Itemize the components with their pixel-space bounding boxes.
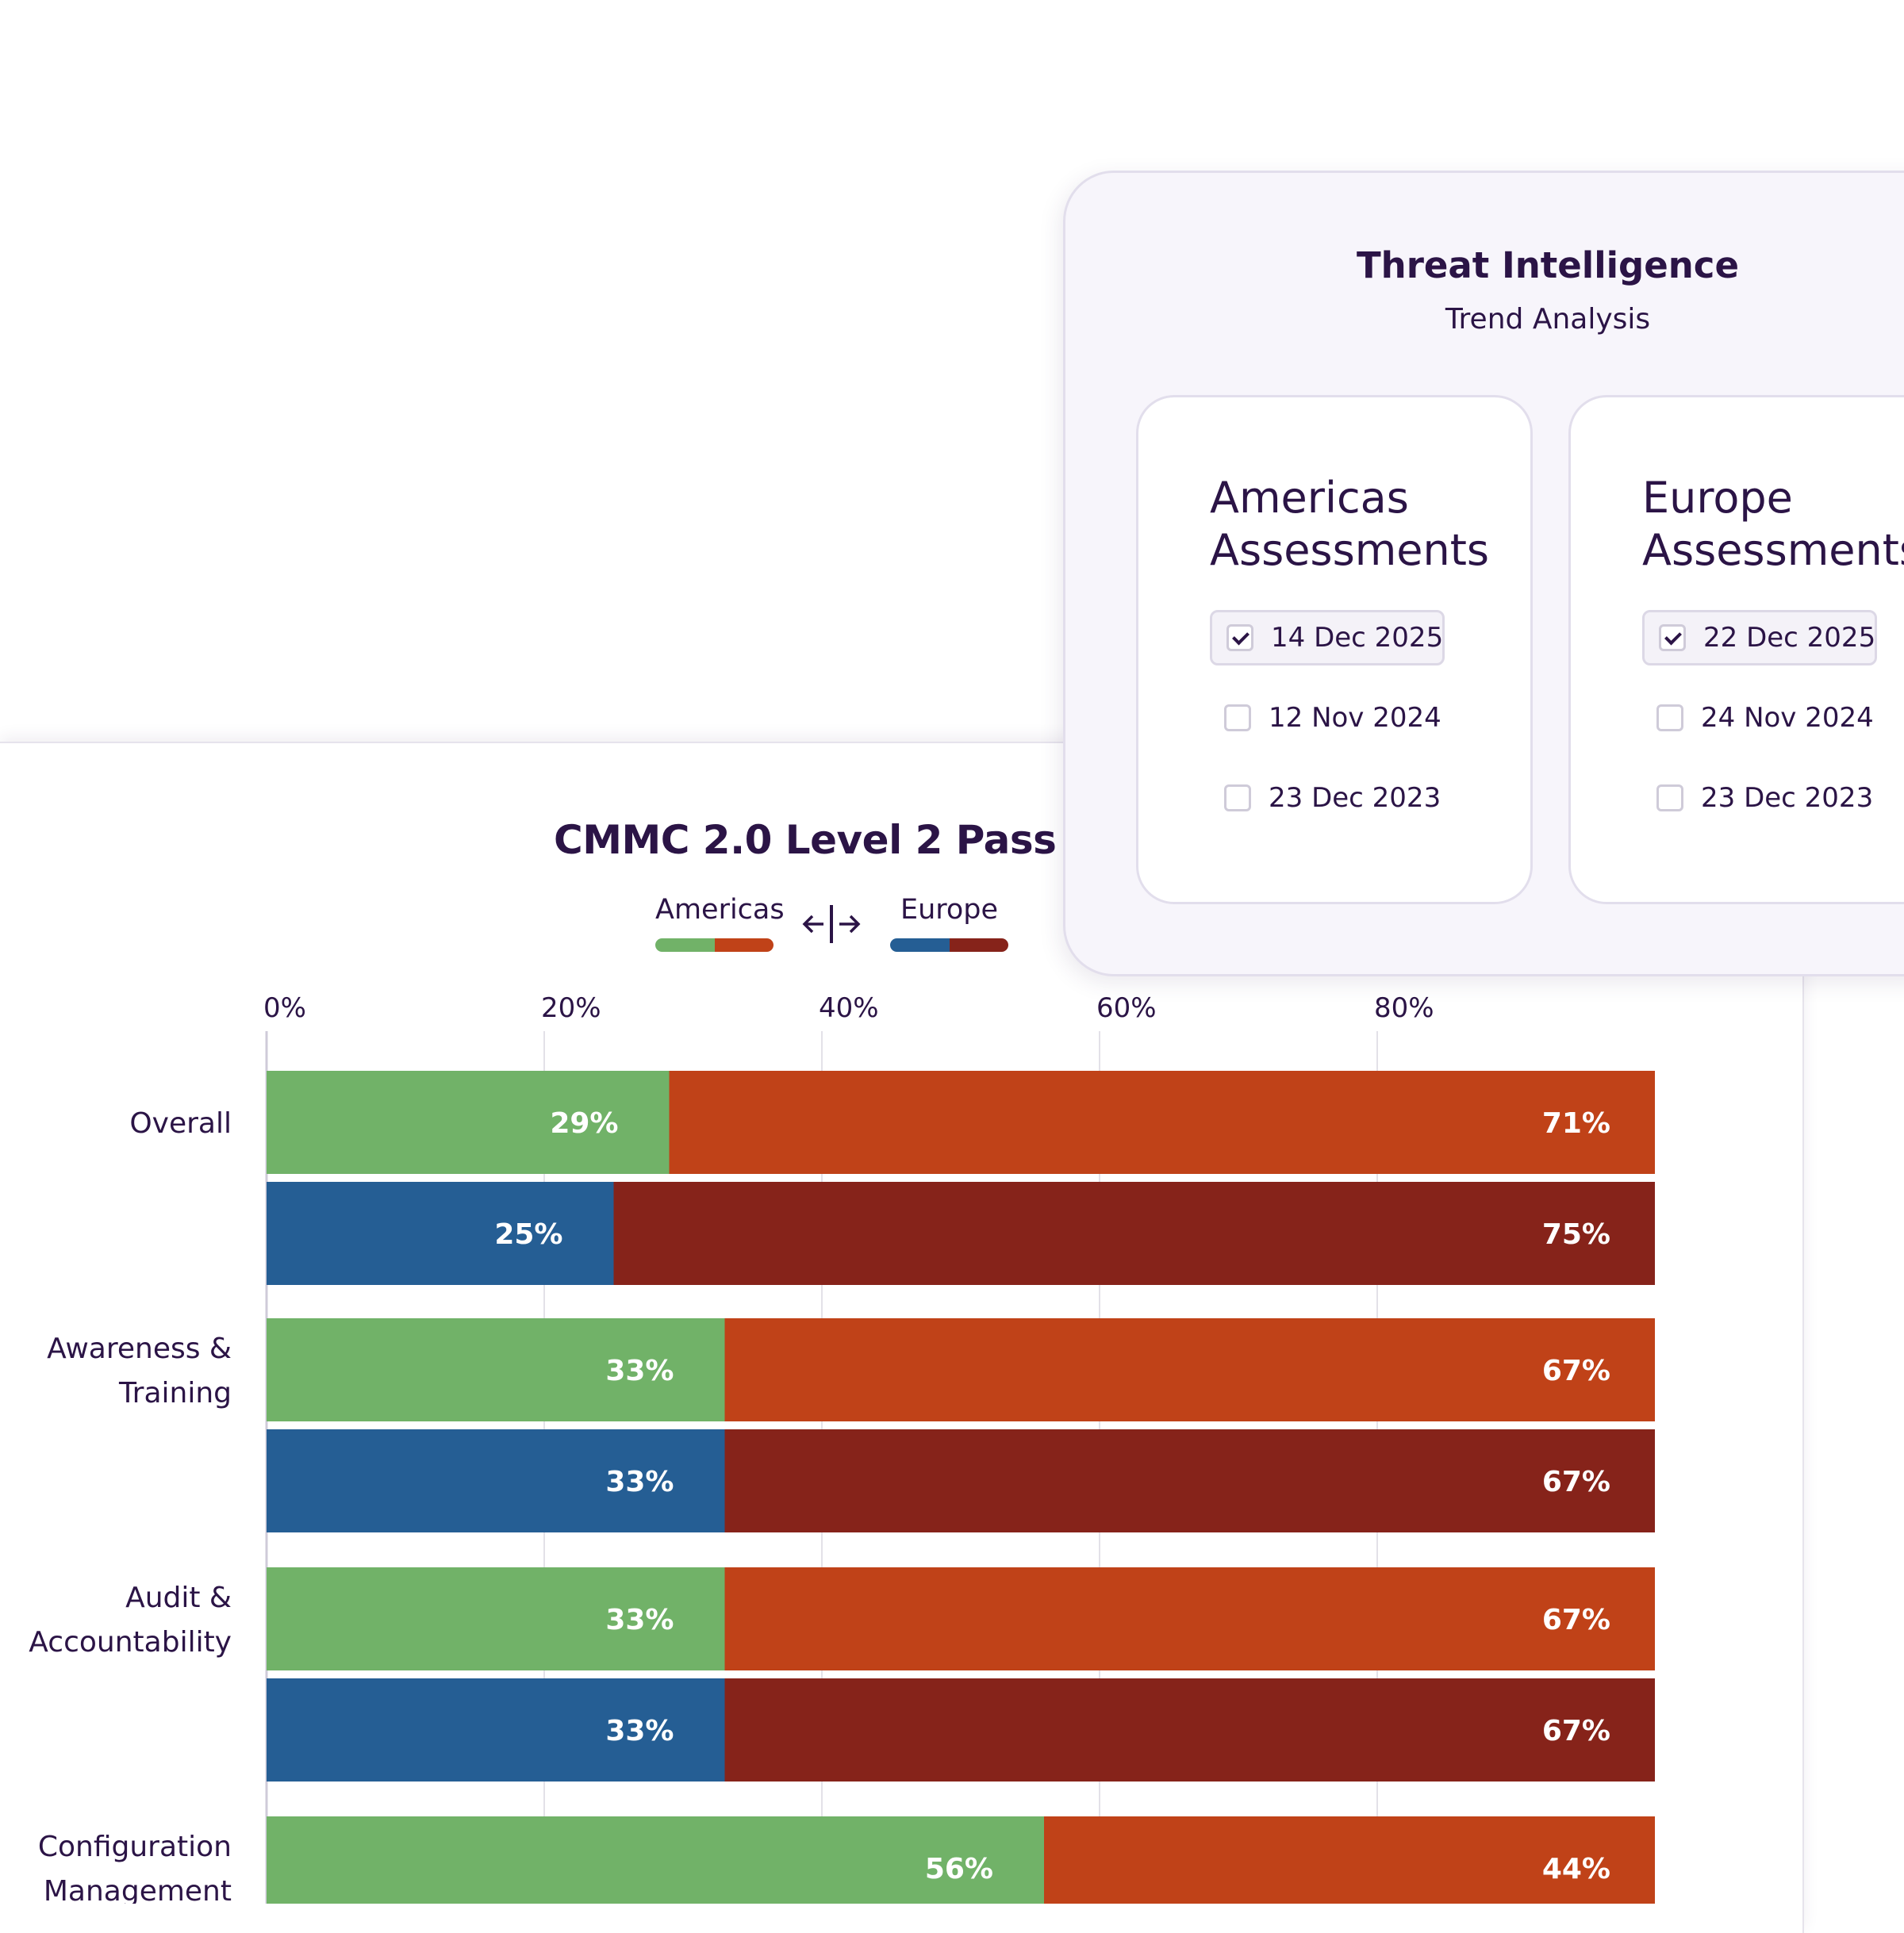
bar-value-label: 67% <box>1542 1466 1610 1498</box>
bar-value-label: 67% <box>1542 1715 1610 1747</box>
date-label: 12 Nov 2024 <box>1269 702 1441 734</box>
legend-americas[interactable]: Americas <box>655 894 785 952</box>
americas-assessments-card: Americas Assessments 14 Dec 2025 12 Nov … <box>1136 395 1533 904</box>
panel-subtitle: Trend Analysis <box>1445 303 1651 336</box>
americas-date-option[interactable]: 14 Dec 2025 <box>1210 610 1445 665</box>
bar-pass-europe <box>267 1678 725 1782</box>
checkbox[interactable] <box>1659 624 1686 651</box>
bar-fail-americas <box>724 1567 1655 1670</box>
x-tick-label: 60% <box>1096 992 1157 1024</box>
europe-date-option[interactable]: 22 Dec 2025 <box>1642 610 1877 665</box>
europe-date-option[interactable]: 23 Dec 2023 <box>1642 770 1877 826</box>
checkbox[interactable] <box>1656 784 1683 811</box>
checkbox[interactable] <box>1224 704 1251 731</box>
split-compare-icon[interactable] <box>801 900 862 948</box>
x-tick-label: 40% <box>819 992 879 1024</box>
category-label: Audit & <box>125 1582 232 1614</box>
bar-pass-americas <box>267 1816 1044 1904</box>
bar-pass-americas <box>267 1071 670 1174</box>
bar-value-label: 33% <box>605 1466 674 1498</box>
checkbox[interactable] <box>1224 784 1251 811</box>
bar-value-label: 29% <box>550 1107 618 1140</box>
checkbox[interactable] <box>1226 624 1253 651</box>
bar-pass-americas <box>267 1567 725 1670</box>
bar-value-label: 71% <box>1542 1107 1610 1140</box>
date-label: 24 Nov 2024 <box>1701 702 1874 734</box>
category-label: Configuration <box>38 1831 232 1863</box>
bar-value-label: 25% <box>494 1218 562 1251</box>
checkbox[interactable] <box>1656 704 1683 731</box>
category-label: Training <box>118 1377 232 1409</box>
panel-title: Threat Intelligence <box>1356 244 1740 286</box>
americas-date-option[interactable]: 23 Dec 2023 <box>1210 770 1445 826</box>
europe-date-option[interactable]: 24 Nov 2024 <box>1642 690 1877 746</box>
chart-title: CMMC 2.0 Level 2 Pass Ra <box>554 817 1127 863</box>
americas-assessments-heading: Americas Assessments <box>1210 473 1490 575</box>
bar-fail-europe <box>613 1182 1655 1285</box>
europe-assessments-heading: Europe Assessments <box>1642 473 1904 575</box>
bar-pass-europe <box>267 1429 725 1532</box>
legend-europe[interactable]: Europe <box>890 894 1008 952</box>
bar-pass-americas <box>267 1318 725 1421</box>
category-label: Overall <box>129 1107 232 1140</box>
bar-fail-americas <box>1044 1816 1655 1904</box>
bar-fail-americas <box>724 1318 1655 1421</box>
x-tick-label: 20% <box>541 992 601 1024</box>
bar-fail-americas <box>669 1071 1655 1174</box>
legend-americas-label: Americas <box>655 894 785 926</box>
x-tick-label: 80% <box>1374 992 1434 1024</box>
bar-value-label: 44% <box>1542 1853 1610 1885</box>
bar-value-label: 33% <box>605 1355 674 1387</box>
category-label: Management <box>44 1875 232 1904</box>
x-tick-label: 0% <box>263 992 306 1024</box>
americas-date-option[interactable]: 12 Nov 2024 <box>1210 690 1445 746</box>
bar-pass-europe <box>267 1182 614 1285</box>
date-label: 23 Dec 2023 <box>1701 782 1874 814</box>
bar-value-label: 67% <box>1542 1355 1610 1387</box>
legend-europe-swatch <box>890 938 1008 952</box>
legend-europe-label: Europe <box>900 894 999 926</box>
legend-americas-swatch <box>655 938 774 952</box>
date-label: 23 Dec 2023 <box>1269 782 1441 814</box>
date-label: 14 Dec 2025 <box>1271 622 1444 654</box>
bar-fail-europe <box>724 1429 1655 1532</box>
category-label: Awareness & <box>47 1333 232 1365</box>
bar-value-label: 56% <box>925 1853 993 1885</box>
bar-value-label: 75% <box>1542 1218 1610 1251</box>
europe-assessments-card: Europe Assessments 22 Dec 2025 24 Nov 20… <box>1568 395 1904 904</box>
date-label: 22 Dec 2025 <box>1703 622 1876 654</box>
bar-value-label: 33% <box>605 1604 674 1636</box>
bar-value-label: 67% <box>1542 1604 1610 1636</box>
category-label: Accountability <box>29 1626 232 1659</box>
bar-value-label: 33% <box>605 1715 674 1747</box>
bar-fail-europe <box>724 1678 1655 1782</box>
pass-rate-bar-chart: 0% 20% 40% 60% 80% Overall Awareness & Training… <box>29 992 1655 1904</box>
